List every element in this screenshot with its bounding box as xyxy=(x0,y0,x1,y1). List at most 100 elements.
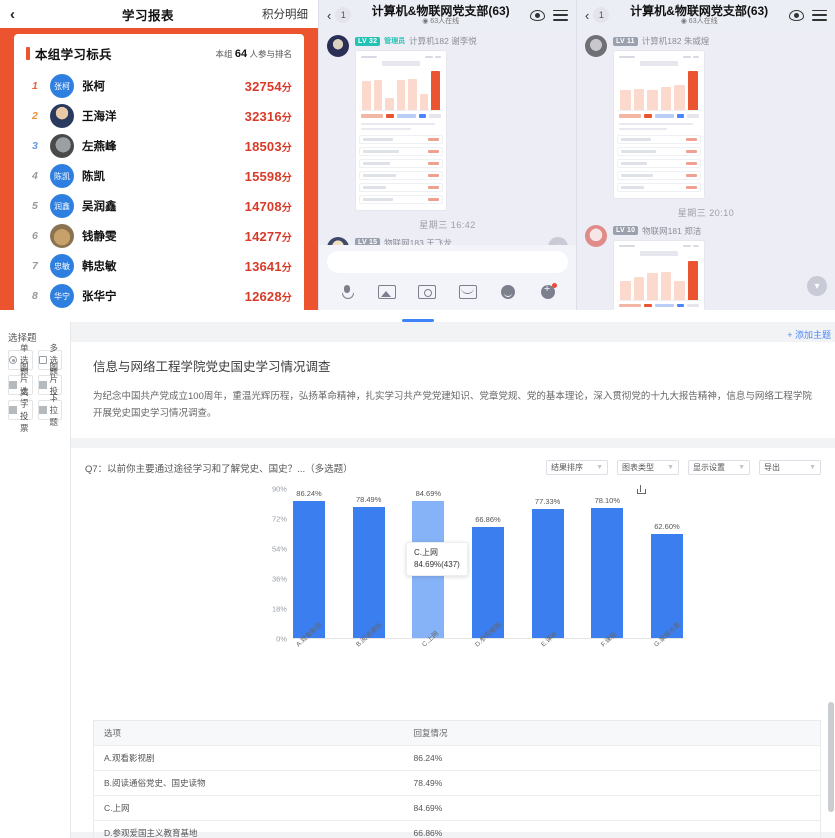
chat-panel-left: ‹ 1 计算机&物联网党支部(63) ◉ 63人在线 xyxy=(318,0,576,310)
chat-input-bar xyxy=(319,245,576,310)
survey-area: 选择题 单选题多选题图片选择图片投票文字投票下拉题 + 添加主题 信息与网络工程… xyxy=(0,322,835,838)
voice-icon[interactable] xyxy=(338,285,356,299)
chat-header-left: ‹ 1 计算机&物联网党支部(63) ◉ 63人在线 xyxy=(319,0,576,30)
avatar[interactable] xyxy=(50,104,74,128)
x-tick-label: G.家庭长辈教育 xyxy=(651,620,683,651)
unread-badge: 1 xyxy=(335,7,352,23)
select-导出[interactable]: 导出 ▼ xyxy=(759,460,821,476)
chevron-left-icon: ‹ xyxy=(327,7,332,23)
member-name: 陈凯 xyxy=(82,171,105,183)
message-image-thumbnail[interactable] xyxy=(613,50,705,199)
notification-dot xyxy=(551,283,557,288)
image-icon[interactable] xyxy=(378,285,397,299)
bar-column[interactable]: 66.86% xyxy=(471,489,504,639)
rank-number: 5 xyxy=(32,200,38,212)
avatar[interactable]: 润鑫 xyxy=(50,194,74,218)
chevron-down-icon: ▼ xyxy=(738,464,745,472)
question-type-text-vote-icon[interactable]: 文字投票 xyxy=(8,387,33,433)
member-name: 张华宁 xyxy=(82,291,117,303)
question-type-checkbox-icon[interactable]: 多选题 xyxy=(37,343,62,377)
avatar[interactable]: 忠敏 xyxy=(50,254,74,278)
bar[interactable] xyxy=(293,501,325,639)
envelope-icon[interactable] xyxy=(458,285,477,299)
chat-online-count: ◉ 63人在线 xyxy=(680,17,718,25)
chat-message-list-right[interactable]: LV 11 计算机182 朱威煌 xyxy=(577,30,835,310)
add-topic-button[interactable]: + 添加主题 xyxy=(787,330,831,340)
chart-tooltip: C.上网 84.69%(437) xyxy=(406,542,468,577)
select-结果排序[interactable]: 结果排序 ▼ xyxy=(546,460,608,476)
bar-column[interactable]: 62.60% xyxy=(650,489,683,639)
chat-online-text: 63人在线 xyxy=(688,17,718,25)
select-显示设置[interactable]: 显示设置 ▼ xyxy=(688,460,750,476)
eye-icon[interactable] xyxy=(789,9,804,21)
chat-title-block: 计算机&物联网党支部(63) ◉ 63人在线 xyxy=(351,5,530,25)
table-cell: C.上网 xyxy=(93,795,404,822)
avatar[interactable] xyxy=(585,224,607,247)
avatar[interactable] xyxy=(50,134,74,158)
vertical-scrollbar[interactable] xyxy=(828,702,834,812)
select-图表类型[interactable]: 图表类型 ▼ xyxy=(617,460,679,476)
chat-timestamp: 星期三 16:42 xyxy=(419,219,476,230)
bar[interactable] xyxy=(531,509,564,639)
leaderboard-row[interactable]: 1 张柯 张柯 32754分 xyxy=(26,71,292,101)
chat-title-block: 计算机&物联网党支部(63) ◉ 63人在线 xyxy=(609,5,789,25)
avatar[interactable] xyxy=(327,35,349,57)
message-image-thumbnail[interactable] xyxy=(355,50,447,211)
member-score: 32754分 xyxy=(244,78,292,94)
leaderboard-row[interactable]: 5 润鑫 吴润鑫 14708分 xyxy=(26,191,292,221)
chat-header-icons xyxy=(530,9,568,21)
leaderboard-row[interactable]: 4 陈凯 陈凯 15598分 xyxy=(26,161,292,191)
rank-number: 4 xyxy=(32,170,38,182)
download-icon[interactable] xyxy=(635,485,646,496)
avatar[interactable] xyxy=(585,35,607,57)
leaderboard-row[interactable]: 2 王海洋 32316分 xyxy=(26,101,292,131)
message-content: LV 10 物联网181 郑洁 xyxy=(613,225,827,310)
chat-header-icons xyxy=(789,9,827,21)
camera-icon[interactable] xyxy=(418,285,437,299)
chat-back-button[interactable]: ‹ 1 xyxy=(327,7,352,23)
question-header: Q7：以前你主要通过途径学习和了解党史、国史？...（多选题） 结果排序 ▼ 图表类… xyxy=(85,460,821,476)
bar[interactable] xyxy=(591,508,624,639)
bar-column[interactable]: 77.33% xyxy=(531,489,564,639)
scroll-to-bottom-button[interactable]: ▾ xyxy=(807,276,827,296)
leaderboard-row[interactable]: 8 华宁 张华宁 12628分 xyxy=(26,281,292,311)
survey-description: 为纪念中国共产党成立100周年，重温光辉历程，弘扬革命精神，扎实学习共产党党建知… xyxy=(93,391,812,419)
leaderboard-row[interactable]: 3 左燕峰 18503分 xyxy=(26,131,292,161)
select-value: 结果排序 xyxy=(551,463,583,473)
question-type-radio-icon[interactable]: 单选题 xyxy=(8,343,33,377)
hamburger-menu-icon[interactable] xyxy=(553,9,568,21)
avatar[interactable]: 张柯 xyxy=(50,74,74,98)
chevron-left-icon: ‹ xyxy=(585,7,590,23)
leaderboard-row[interactable]: 6 钱静雯 14277分 xyxy=(26,221,292,251)
back-icon[interactable]: ‹ xyxy=(10,5,15,23)
bar[interactable] xyxy=(352,507,385,639)
bar[interactable] xyxy=(471,526,504,639)
result-controls: 结果排序 ▼ 图表类型 ▼ 显示设置 ▼ 导出 ▼ xyxy=(546,460,821,476)
rank-number: 1 xyxy=(32,80,38,92)
avatar[interactable]: 华宁 xyxy=(50,284,74,308)
leaderboard-row[interactable]: 7 忠敏 韩忠敏 13641分 xyxy=(26,251,292,281)
hamburger-menu-icon[interactable] xyxy=(812,9,827,21)
chip-label: 多选题 xyxy=(49,343,59,377)
bar[interactable] xyxy=(650,533,683,639)
y-tick: 54% xyxy=(271,544,287,554)
avatar[interactable] xyxy=(50,224,74,248)
bar-column[interactable]: 78.10% xyxy=(591,489,624,639)
thumb-text-lines xyxy=(359,121,443,135)
message-image-thumbnail[interactable] xyxy=(613,239,705,310)
plus-icon[interactable] xyxy=(540,283,557,299)
chat-message-list-left[interactable]: LV 32 管理员 计算机182 谢李悦 xyxy=(319,30,576,275)
points-detail-link[interactable]: 积分明细 xyxy=(262,9,308,21)
eye-icon[interactable] xyxy=(530,9,545,21)
page-title: 学习报表 xyxy=(121,8,174,23)
thumb-row xyxy=(359,134,443,144)
bar-column[interactable]: 86.24% xyxy=(293,489,325,639)
avatar[interactable]: 陈凯 xyxy=(50,164,74,188)
message-input[interactable] xyxy=(327,251,568,273)
chat-back-button[interactable]: ‹ 1 xyxy=(585,7,610,23)
question-type-dropdown-icon[interactable]: 下拉题 xyxy=(37,393,62,427)
bar-column[interactable]: 78.49% xyxy=(352,489,385,639)
thumb-statusbar xyxy=(359,54,443,59)
select-value: 导出 xyxy=(764,463,780,473)
emoji-icon[interactable] xyxy=(500,285,515,299)
